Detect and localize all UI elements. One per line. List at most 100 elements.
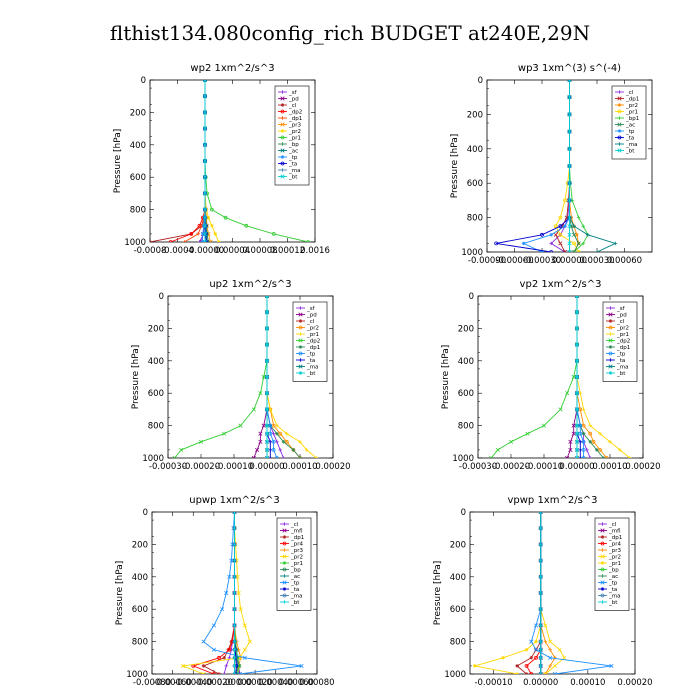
legend-marker (600, 548, 605, 552)
data-point (182, 240, 187, 242)
legend-label: _pr1 (288, 136, 301, 142)
data-point (567, 95, 572, 100)
data-point (575, 375, 579, 379)
data-point (265, 431, 269, 436)
data-point (586, 233, 590, 237)
data-point (585, 448, 589, 452)
legend-marker (617, 103, 622, 107)
data-point (251, 455, 256, 458)
series-line_pr4 (525, 512, 542, 674)
legend-label: _pd (288, 97, 299, 103)
data-point (588, 456, 592, 458)
data-point (576, 241, 581, 246)
y-tick-label: 400 (450, 573, 466, 583)
legend-marker (282, 548, 287, 552)
legend-label: _pr2 (290, 555, 303, 561)
data-point (232, 526, 237, 530)
x-tick-label: -0.00060 (495, 256, 533, 266)
data-point (538, 558, 543, 563)
data-point (275, 440, 279, 444)
data-point (563, 250, 567, 252)
data-point (538, 639, 543, 644)
legend-marker (617, 122, 622, 127)
data-point (224, 664, 229, 668)
data-point (508, 439, 514, 444)
y-axis-label: Pressure [hPa] (450, 134, 460, 199)
data-point (575, 456, 579, 458)
data-point (558, 232, 563, 237)
legend-label: _pr2 (608, 555, 621, 561)
data-point (571, 423, 576, 428)
data-point (211, 623, 216, 628)
legend-marker (600, 522, 605, 526)
data-point (576, 250, 581, 252)
legend-label: _tp (625, 129, 635, 135)
data-point (567, 146, 572, 151)
data-point (242, 655, 247, 660)
data-point (197, 240, 202, 242)
legend-label: _bt (288, 175, 298, 181)
data-point (232, 656, 237, 660)
data-point (562, 655, 567, 660)
legend-marker (600, 593, 605, 598)
data-point (255, 447, 260, 452)
legend-marker (608, 306, 613, 310)
panel-title: wp2 1xm^2/s^3 (190, 63, 274, 74)
legend-label: _ma (306, 365, 318, 371)
data-point (552, 671, 557, 674)
series-line_cl (150, 80, 206, 242)
x-tick-label: 0.0016 (300, 246, 330, 256)
legend-marker (608, 312, 613, 317)
y-tick-label: 400 (132, 573, 148, 583)
legend-marker (280, 142, 285, 146)
legend-label: _pr2 (288, 129, 301, 135)
y-tick-label: 800 (148, 422, 164, 432)
data-point (558, 241, 563, 246)
legend: _cl_mfl_dp1_pr4_pr3_pr2_pr1_bp_ac_tp_ta_… (594, 517, 630, 611)
data-point (216, 240, 221, 242)
data-point (534, 655, 538, 660)
y-tick-label: 400 (467, 145, 483, 155)
legend-marker (282, 535, 287, 539)
x-tick-label: 0.00060 (607, 256, 642, 266)
legend-label: _dp1 (616, 345, 630, 351)
legend-marker (280, 129, 285, 133)
x-tick-label: 0.00020 (315, 462, 350, 472)
legend-marker (280, 116, 285, 120)
legend-label: _dp1 (288, 116, 302, 122)
data-point (232, 639, 237, 644)
data-point (237, 671, 242, 674)
data-point (235, 574, 240, 579)
data-point (538, 656, 543, 660)
data-point (217, 672, 221, 674)
x-tick-label: 0.00000 (249, 462, 284, 472)
data-point (578, 448, 583, 452)
x-tick-label: 0.00010 (592, 462, 627, 472)
data-point (495, 447, 500, 452)
legend-marker (600, 587, 605, 591)
legend-label: _dp2 (616, 339, 630, 345)
legend-marker (298, 364, 303, 369)
data-point (571, 431, 576, 436)
data-point (209, 207, 214, 212)
data-point (238, 423, 243, 428)
data-point (229, 639, 234, 644)
legend-marker (280, 90, 285, 94)
data-point (234, 664, 239, 668)
data-point (581, 224, 586, 228)
legend-marker (298, 338, 303, 343)
legend-label: _pd (616, 313, 627, 319)
data-point (549, 233, 553, 237)
data-point (598, 431, 602, 436)
data-point (538, 647, 543, 652)
legend-marker (608, 319, 613, 323)
x-tick-label: -0.00020 (492, 462, 530, 472)
data-point (268, 407, 273, 412)
data-point (534, 639, 538, 644)
legend-label: _pr1 (625, 110, 638, 116)
data-point (298, 440, 302, 444)
legend-label: _ac (288, 149, 298, 155)
data-point (572, 224, 576, 228)
data-point (578, 456, 583, 458)
y-tick-label: 200 (458, 324, 474, 334)
